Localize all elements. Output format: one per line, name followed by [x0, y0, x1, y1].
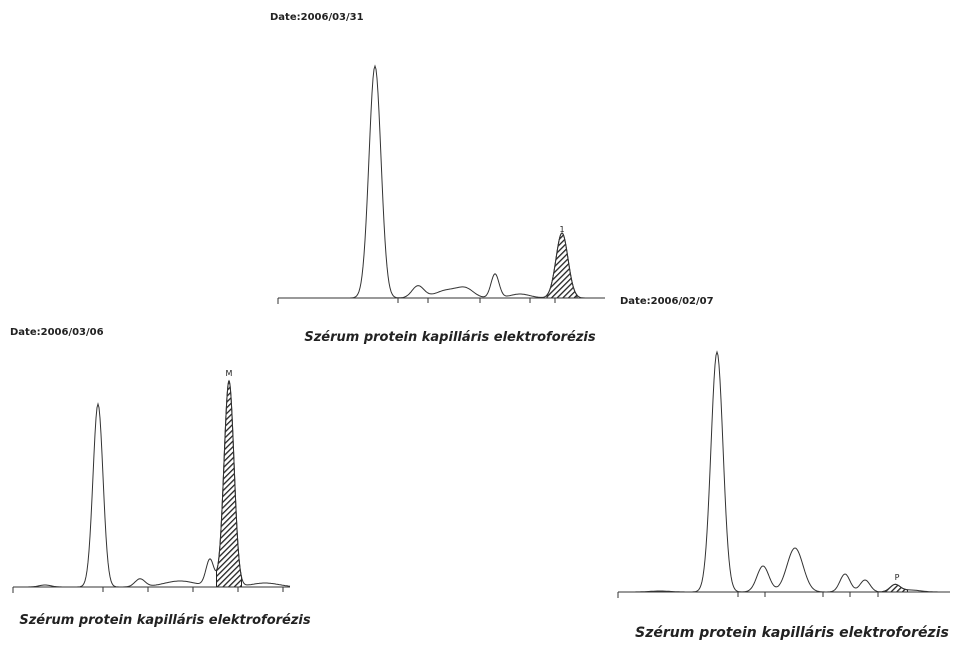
hatched-peak [546, 232, 578, 299]
peak-label: P [895, 573, 900, 582]
hatched-peak [216, 379, 242, 588]
trace [13, 380, 291, 588]
caption: Szérum protein kapilláris elektroforézis [304, 330, 596, 345]
date: Date:2006/02/07 [620, 296, 714, 307]
caption: Szérum protein kapilláris elektroforézis [635, 625, 949, 641]
caption: Szérum protein kapilláris elektroforézis [19, 613, 311, 628]
date: Date:2006/03/31 [270, 12, 364, 23]
trace [618, 350, 950, 593]
peak-label: 1 [559, 225, 564, 234]
peak-label: M [226, 369, 233, 378]
date: Date:2006/03/06 [10, 327, 104, 338]
